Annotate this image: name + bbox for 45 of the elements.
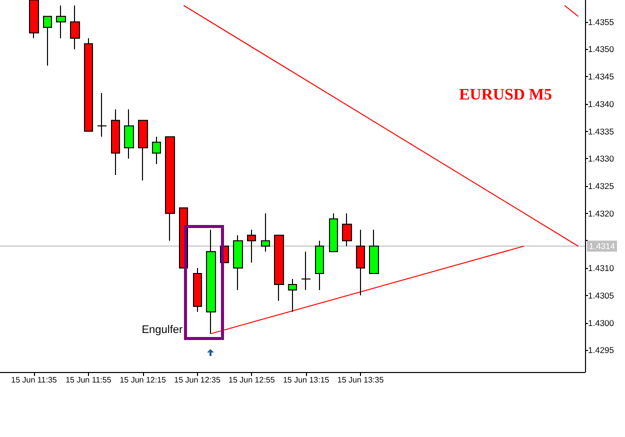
- text: EURUSD M5: [459, 86, 552, 104]
- candlestick: [43, 16, 52, 66]
- y-tick-label: 1.4320: [588, 208, 614, 218]
- candlestick: [315, 240, 324, 290]
- candlestick: [97, 92, 107, 138]
- x-tick-label: 15 Jun 12:55: [228, 376, 276, 384]
- candlestick: [261, 212, 270, 252]
- candlestick: [138, 120, 148, 182]
- candlestick: [233, 234, 243, 290]
- candlestick: [288, 278, 297, 312]
- candlestick: [165, 136, 175, 242]
- candlestick: [247, 229, 256, 264]
- y-tick-label: 1.4355: [588, 16, 614, 27]
- candlestick: [124, 108, 134, 160]
- y-tick-label: 1.4330: [588, 154, 614, 164]
- x-tick-label: 15 Jun 13:35: [337, 376, 384, 384]
- y-tick-label: 1.4340: [588, 98, 614, 109]
- x-tick-label: 15 Jun 11:55: [66, 376, 112, 384]
- x-tick-label: 15 Jun 11:35: [11, 376, 58, 384]
- y-tick-label: 1.4335: [588, 126, 614, 136]
- candlestick: [274, 234, 284, 302]
- candlestick: [56, 4, 66, 39]
- candlestick: [301, 251, 311, 290]
- y-tick-label: 1.4300: [588, 318, 614, 328]
- x-tick-label: 15 Jun 12:15: [120, 376, 167, 384]
- candlestick: [70, 4, 80, 50]
- ref-line-label: 1.4314: [589, 241, 616, 252]
- candlestick: [111, 108, 120, 176]
- candlestick: [329, 212, 338, 252]
- y-tick-label: 1.4345: [588, 72, 614, 82]
- y-tick-label: 1.4295: [588, 345, 614, 356]
- candlestick: [84, 38, 93, 132]
- x-tick-label: 15 Jun 12:35: [174, 376, 221, 384]
- x-tick-label: 15 Jun 13:15: [282, 376, 330, 384]
- candlestick: [152, 136, 161, 165]
- y-tick-label: 1.4325: [588, 181, 614, 191]
- candlestick: [342, 212, 352, 247]
- candlestick: [193, 268, 202, 312]
- candlestick: [206, 229, 216, 334]
- y-tick-label: 1.4305: [588, 290, 614, 300]
- annotation: Engulfer: [142, 324, 183, 336]
- y-tick-label: 1.4350: [588, 44, 614, 54]
- y-tick-label: 1.4310: [588, 263, 614, 274]
- candlestick: [369, 229, 379, 274]
- candlestick: [29, 0, 39, 39]
